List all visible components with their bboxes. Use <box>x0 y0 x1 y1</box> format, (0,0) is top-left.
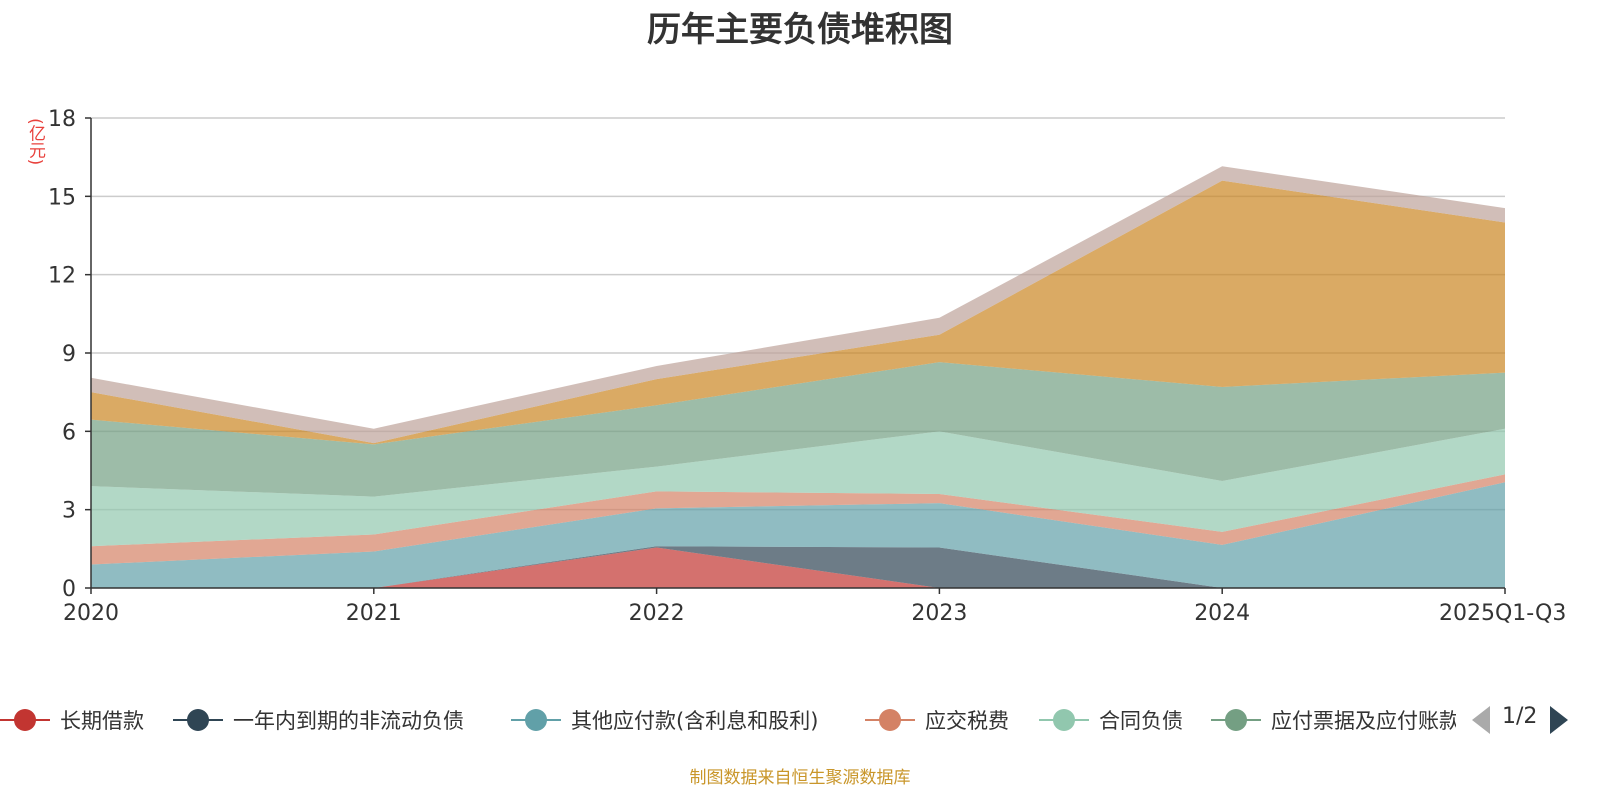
y-tick-label: 9 <box>62 342 76 367</box>
legend-item-contract-liabilities[interactable]: 合同负债 <box>1039 700 1183 740</box>
y-tick-label: 15 <box>48 185 76 210</box>
y-tick-label: 6 <box>62 420 76 445</box>
legend-label: 合同负债 <box>1099 709 1183 733</box>
y-tick-label: 3 <box>62 499 76 524</box>
legend-next-page-icon[interactable] <box>1550 706 1568 734</box>
legend-label: 应交税费 <box>925 709 1009 733</box>
legend-marker-icon <box>0 700 50 740</box>
legend-item-other-payables[interactable]: 其他应付款(含利息和股利) <box>511 700 818 740</box>
stacked-area-chart: 0 3 6 9 12 15 18 2020 2021 2022 2023 2024 2025Q1-Q3 <box>48 107 1566 626</box>
legend-item-taxes-payable[interactable]: 应交税费 <box>865 700 1009 740</box>
area-page2-a <box>91 180 1505 445</box>
x-tick-label: 2022 <box>629 601 685 626</box>
legend: 长期借款 一年内到期的非流动负债 其他应付款(含利息和股利) 应交税费 合同负债… <box>0 700 1600 740</box>
y-tick-label: 0 <box>62 577 76 602</box>
data-source-note: 制图数据来自恒生聚源数据库 <box>689 768 911 788</box>
legend-label: 应付票据及应付账款 <box>1271 709 1456 733</box>
y-tick-labels: 0 3 6 9 12 15 18 <box>48 107 76 602</box>
area-series <box>91 166 1505 588</box>
legend-item-current-noncurrent-liabilities[interactable]: 一年内到期的非流动负债 <box>173 700 464 740</box>
legend-marker-icon <box>1211 700 1261 740</box>
y-axis-unit-label: (亿元) <box>25 118 45 166</box>
x-tick-label: 2024 <box>1194 601 1250 626</box>
legend-item-notes-accounts-payable[interactable]: 应付票据及应付账款 <box>1211 700 1456 740</box>
area-应交税费 <box>91 474 1505 565</box>
legend-pager: 1/2 <box>1468 700 1600 740</box>
legend-marker-icon <box>865 700 915 740</box>
area-一年内到期的非流动负债 <box>91 546 1505 588</box>
legend-item-long-term-loans[interactable]: 长期借款 <box>0 700 144 740</box>
legend-label: 长期借款 <box>60 709 144 733</box>
legend-marker-icon <box>511 700 561 740</box>
x-tick-label: 2025Q1-Q3 <box>1439 601 1566 626</box>
x-tick-label: 2023 <box>911 601 967 626</box>
area-其他应付款(含利息和股利) <box>91 482 1505 588</box>
x-tick-label: 2020 <box>63 601 119 626</box>
y-tick-label: 12 <box>48 264 76 289</box>
x-tick-labels: 2020 2021 2022 2023 2024 2025Q1-Q3 <box>63 601 1566 626</box>
y-tick-label: 18 <box>48 107 76 132</box>
legend-marker-icon <box>173 700 223 740</box>
area-page2-b <box>91 166 1505 444</box>
area-长期借款 <box>91 547 1505 588</box>
legend-label: 其他应付款(含利息和股利) <box>571 709 819 733</box>
legend-prev-page-icon[interactable] <box>1472 706 1490 734</box>
legend-marker-icon <box>1039 700 1089 740</box>
x-tick-label: 2021 <box>346 601 402 626</box>
area-应付票据及应付账款 <box>91 362 1505 497</box>
area-合同负债 <box>91 428 1505 547</box>
legend-page-indicator: 1/2 <box>1502 704 1538 729</box>
legend-clip: 应付票据及应付账款 <box>1211 700 1456 740</box>
axes <box>85 117 1506 594</box>
chart-title: 历年主要负债堆积图 <box>647 10 953 50</box>
legend-label: 一年内到期的非流动负债 <box>233 709 464 733</box>
